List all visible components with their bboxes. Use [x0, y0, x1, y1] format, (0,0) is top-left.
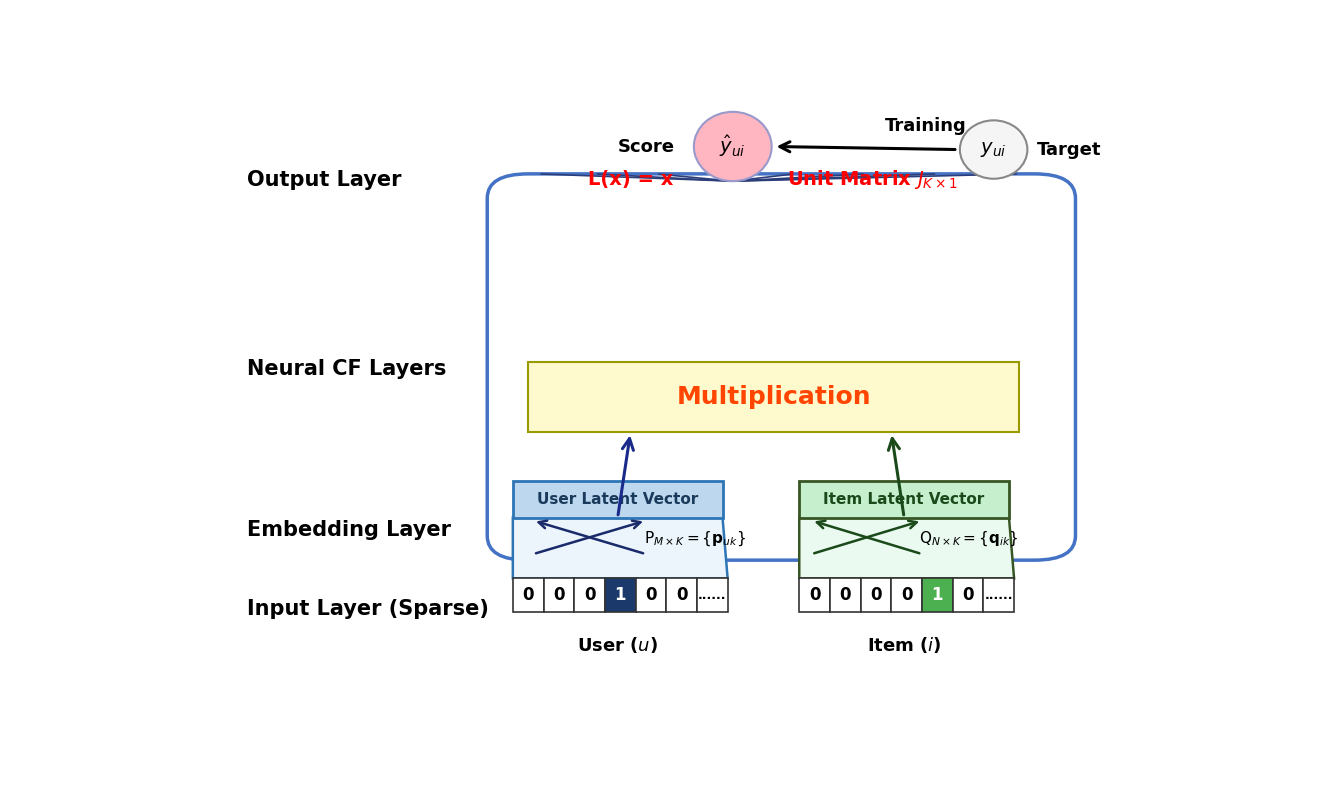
Ellipse shape: [960, 120, 1027, 179]
FancyBboxPatch shape: [605, 578, 636, 611]
FancyBboxPatch shape: [921, 578, 953, 611]
Polygon shape: [512, 517, 727, 578]
Text: User Latent Vector: User Latent Vector: [537, 492, 698, 507]
FancyBboxPatch shape: [891, 578, 921, 611]
Text: Training: Training: [886, 118, 968, 135]
Text: ......: ......: [698, 589, 726, 602]
FancyBboxPatch shape: [636, 578, 667, 611]
FancyBboxPatch shape: [544, 578, 574, 611]
FancyBboxPatch shape: [512, 481, 722, 517]
Text: 0: 0: [583, 586, 595, 604]
FancyBboxPatch shape: [574, 578, 605, 611]
FancyBboxPatch shape: [953, 578, 983, 611]
Text: ......: ......: [985, 589, 1012, 602]
Text: 1: 1: [615, 586, 626, 604]
Text: 0: 0: [676, 586, 688, 604]
Text: 0: 0: [523, 586, 533, 604]
FancyBboxPatch shape: [800, 481, 1008, 517]
Ellipse shape: [694, 112, 772, 181]
Text: Score: Score: [618, 137, 675, 156]
Text: Unit Matrix $J_{K\times1}$: Unit Matrix $J_{K\times1}$: [787, 168, 958, 191]
Polygon shape: [800, 517, 1014, 578]
Text: User ($u$): User ($u$): [577, 635, 659, 656]
FancyBboxPatch shape: [512, 578, 544, 611]
FancyBboxPatch shape: [800, 578, 830, 611]
FancyBboxPatch shape: [667, 578, 697, 611]
Text: $\hat{y}_{ui}$: $\hat{y}_{ui}$: [719, 134, 746, 160]
Text: Multiplication: Multiplication: [676, 386, 871, 409]
Text: Target: Target: [1036, 141, 1101, 159]
Text: 1: 1: [932, 586, 942, 604]
FancyBboxPatch shape: [983, 578, 1014, 611]
Text: Input Layer (Sparse): Input Layer (Sparse): [247, 599, 488, 619]
Text: 0: 0: [553, 586, 565, 604]
Text: 0: 0: [962, 586, 974, 604]
Text: 0: 0: [645, 586, 656, 604]
FancyBboxPatch shape: [861, 578, 891, 611]
FancyBboxPatch shape: [528, 363, 1019, 432]
Text: $\mathrm{P}_{M\times K} = \{\mathbf{p}_{uk}\}$: $\mathrm{P}_{M\times K} = \{\mathbf{p}_{…: [644, 529, 746, 548]
Text: 0: 0: [870, 586, 882, 604]
Text: 0: 0: [902, 586, 912, 604]
Text: $\mathrm{Q}_{N\times K} = \{\mathbf{q}_{ik}\}$: $\mathrm{Q}_{N\times K} = \{\mathbf{q}_{…: [919, 529, 1019, 548]
Text: Embedding Layer: Embedding Layer: [247, 520, 451, 540]
Text: 0: 0: [840, 586, 851, 604]
Text: Neural CF Layers: Neural CF Layers: [247, 359, 446, 378]
Text: Item Latent Vector: Item Latent Vector: [824, 492, 985, 507]
FancyBboxPatch shape: [830, 578, 861, 611]
Text: 0: 0: [809, 586, 820, 604]
Text: Output Layer: Output Layer: [247, 170, 401, 190]
Text: $y_{ui}$: $y_{ui}$: [981, 140, 1007, 159]
FancyBboxPatch shape: [697, 578, 727, 611]
Text: L(x) = x: L(x) = x: [587, 171, 673, 190]
Text: Item ($i$): Item ($i$): [867, 635, 941, 656]
